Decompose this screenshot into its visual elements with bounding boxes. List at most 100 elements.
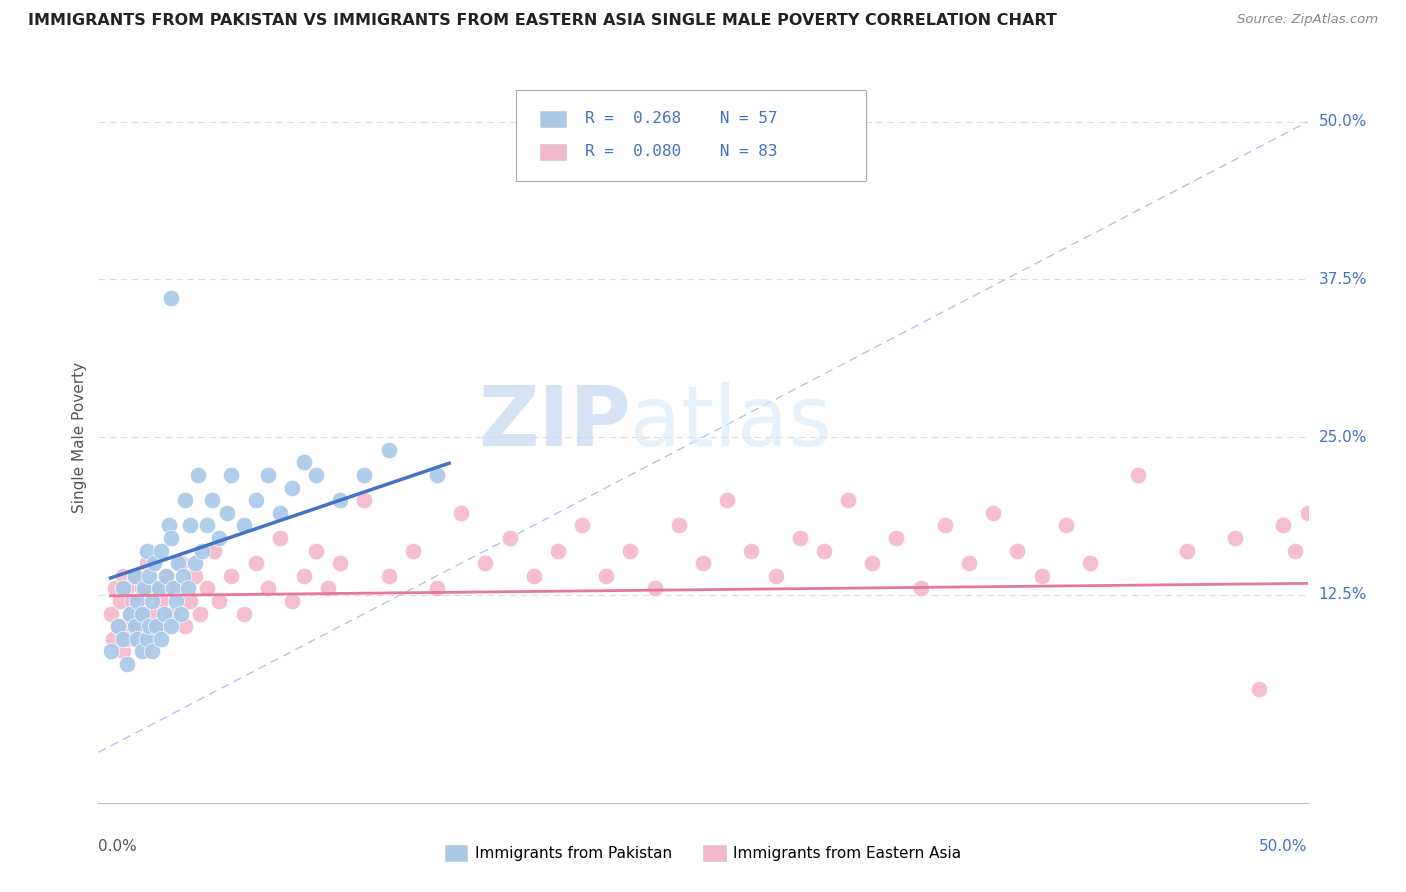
Point: [167, 556, 190, 570]
Point: [184, 569, 207, 583]
Point: [101, 632, 124, 646]
Point: [169, 556, 191, 570]
Point: [1054, 518, 1077, 533]
Point: [1249, 682, 1271, 697]
Point: [329, 493, 352, 508]
Point: [179, 518, 201, 533]
Point: [131, 644, 153, 658]
Point: [256, 582, 278, 596]
FancyBboxPatch shape: [540, 144, 567, 160]
Text: 0.0%: 0.0%: [98, 839, 138, 855]
Point: [150, 594, 173, 608]
Point: [111, 569, 134, 583]
Point: [138, 569, 160, 583]
Point: [155, 569, 177, 583]
Point: [174, 619, 197, 633]
Point: [910, 582, 932, 596]
Point: [143, 556, 166, 570]
Point: [221, 467, 243, 482]
Point: [740, 543, 762, 558]
Point: [135, 632, 157, 646]
Point: [165, 594, 187, 608]
Point: [141, 644, 163, 658]
Text: R =  0.268    N = 57: R = 0.268 N = 57: [585, 112, 778, 127]
Text: R =  0.080    N = 83: R = 0.080 N = 83: [585, 145, 778, 160]
Point: [245, 556, 267, 570]
Point: [131, 582, 153, 596]
Point: [160, 607, 183, 621]
Point: [100, 644, 122, 658]
Point: [100, 607, 122, 621]
Point: [128, 607, 150, 621]
Point: [150, 632, 173, 646]
Point: [981, 506, 1004, 520]
Point: [1223, 531, 1246, 545]
Point: [148, 619, 170, 633]
Point: [245, 493, 267, 508]
Point: [450, 506, 472, 520]
Point: [281, 481, 304, 495]
Point: [174, 493, 197, 508]
Point: [1284, 543, 1306, 558]
Point: [269, 531, 291, 545]
Point: [256, 467, 278, 482]
Point: [292, 455, 315, 469]
Point: [104, 582, 127, 596]
Point: [195, 582, 218, 596]
Point: [107, 619, 129, 633]
Point: [118, 607, 141, 621]
Point: [117, 582, 139, 596]
Point: [143, 582, 166, 596]
Point: [117, 657, 139, 671]
Point: [117, 632, 139, 646]
Point: [195, 518, 218, 533]
Point: [232, 607, 254, 621]
Point: [127, 594, 149, 608]
Point: [150, 543, 173, 558]
Point: [1031, 569, 1053, 583]
Point: [644, 582, 666, 596]
Point: [187, 467, 209, 482]
Point: [160, 291, 183, 305]
Point: [160, 531, 183, 545]
Point: [155, 569, 177, 583]
Point: [1128, 467, 1150, 482]
Point: [316, 582, 339, 596]
Point: [886, 531, 908, 545]
Point: [135, 543, 157, 558]
Point: [108, 594, 131, 608]
Point: [172, 569, 194, 583]
Point: [353, 493, 375, 508]
Point: [498, 531, 520, 545]
Point: [474, 556, 496, 570]
Point: [169, 607, 191, 621]
Point: [152, 607, 174, 621]
Text: 50.0%: 50.0%: [1319, 114, 1367, 129]
Point: [329, 556, 352, 570]
Point: [305, 543, 328, 558]
Point: [269, 506, 291, 520]
Point: [1175, 543, 1198, 558]
Point: [668, 518, 690, 533]
Point: [402, 543, 425, 558]
Point: [765, 569, 787, 583]
Point: [177, 582, 200, 596]
Point: [426, 582, 449, 596]
Point: [619, 543, 641, 558]
Point: [111, 644, 134, 658]
Point: [523, 569, 546, 583]
Y-axis label: Single Male Poverty: Single Male Poverty: [72, 361, 87, 513]
Point: [107, 619, 129, 633]
Point: [160, 619, 183, 633]
Text: IMMIGRANTS FROM PAKISTAN VS IMMIGRANTS FROM EASTERN ASIA SINGLE MALE POVERTY COR: IMMIGRANTS FROM PAKISTAN VS IMMIGRANTS F…: [28, 13, 1057, 29]
FancyBboxPatch shape: [540, 111, 567, 127]
Point: [179, 594, 201, 608]
Point: [134, 582, 156, 596]
Point: [127, 619, 149, 633]
Point: [134, 632, 156, 646]
Point: [127, 632, 149, 646]
Point: [1007, 543, 1029, 558]
Point: [135, 619, 157, 633]
Point: [141, 607, 163, 621]
Point: [124, 632, 146, 646]
